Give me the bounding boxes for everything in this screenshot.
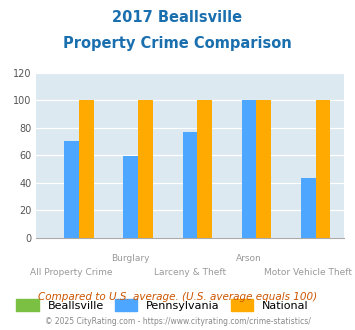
Bar [79, 100, 94, 238]
Text: Compared to U.S. average. (U.S. average equals 100): Compared to U.S. average. (U.S. average … [38, 292, 317, 302]
Bar [256, 100, 271, 238]
Text: Larceny & Theft: Larceny & Theft [154, 268, 226, 277]
Text: Motor Vehicle Theft: Motor Vehicle Theft [264, 268, 352, 277]
Text: Arson: Arson [236, 254, 262, 263]
Bar [301, 179, 316, 238]
Legend: Beallsville, Pennsylvania, National: Beallsville, Pennsylvania, National [16, 299, 308, 311]
Bar [316, 100, 330, 238]
Bar [197, 100, 212, 238]
Bar [64, 141, 79, 238]
Bar [242, 100, 256, 238]
Text: All Property Crime: All Property Crime [31, 268, 113, 277]
Bar [138, 100, 153, 238]
Bar [182, 132, 197, 238]
Text: 2017 Beallsville: 2017 Beallsville [113, 10, 242, 25]
Bar [124, 156, 138, 238]
Text: Property Crime Comparison: Property Crime Comparison [63, 36, 292, 51]
Text: © 2025 CityRating.com - https://www.cityrating.com/crime-statistics/: © 2025 CityRating.com - https://www.city… [45, 317, 310, 326]
Text: Burglary: Burglary [111, 254, 150, 263]
